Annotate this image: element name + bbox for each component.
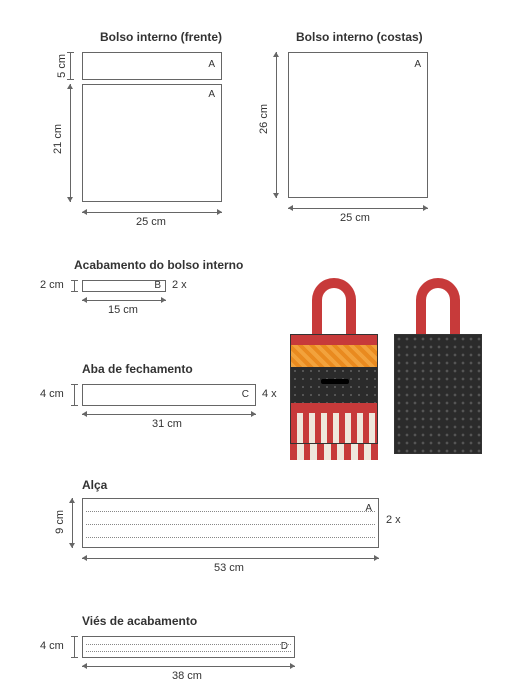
dim-25cm: 25 cm [136,216,166,228]
dim-53cm: 53 cm [214,562,244,574]
mult-2x: 2 x [386,514,401,526]
dim-arrow [82,300,166,301]
dim-tick [70,52,71,80]
piece-bolso-frente-top: A [82,52,222,80]
label-c: C [242,389,249,400]
dim-4cm: 4 cm [40,640,64,652]
label-b: B [154,280,161,291]
dim-tick [74,636,75,658]
label-a: A [208,89,215,100]
label-a: A [208,59,215,70]
dim-5cm: 5 cm [56,54,68,78]
title-bolso-costas: Bolso interno (costas) [296,30,423,44]
dim-tick [74,280,75,292]
title-acabamento: Acabamento do bolso interno [74,258,243,272]
title-vies: Viés de acabamento [82,614,197,628]
piece-acabamento: B [82,280,166,292]
title-bolso-frente: Bolso interno (frente) [100,30,222,44]
piece-aba: C [82,384,256,406]
dim-38cm: 38 cm [172,670,202,682]
dim-9cm: 9 cm [54,510,66,534]
dim-2cm: 2 cm [40,279,64,291]
dim-arrow [82,666,295,667]
label-a: A [414,59,421,70]
piece-bolso-frente-bottom: A [82,84,222,202]
mult-4x: 4 x [262,388,277,400]
dim-15cm: 15 cm [108,304,138,316]
dim-arrow [82,558,379,559]
dim-arrow [82,212,222,213]
piece-bolso-costas: A [288,52,428,198]
dim-arrow [276,52,277,198]
dim-31cm: 31 cm [152,418,182,430]
pattern-diagram: Bolso interno (frente) A A 5 cm 21 cm 25… [0,0,513,699]
dim-4cm: 4 cm [40,388,64,400]
dim-arrow [288,208,428,209]
dim-tick [74,384,75,406]
dim-21cm: 21 cm [52,124,64,154]
dim-25cm: 25 cm [340,212,370,224]
bag-fringe [290,444,378,460]
bag-handle-front [312,278,356,334]
mult-2x: 2 x [172,279,187,291]
dim-arrow [82,414,256,415]
piece-vies: D [82,636,295,658]
bag-back [394,334,482,454]
label-a: A [365,503,372,514]
bag-front [290,334,378,444]
dim-arrow [70,84,71,202]
dim-26cm: 26 cm [258,104,270,134]
piece-alca: A [82,498,379,548]
title-alca: Alça [82,478,107,492]
bag-handle-back [416,278,460,334]
dim-arrow [72,498,73,548]
title-aba: Aba de fechamento [82,362,193,376]
